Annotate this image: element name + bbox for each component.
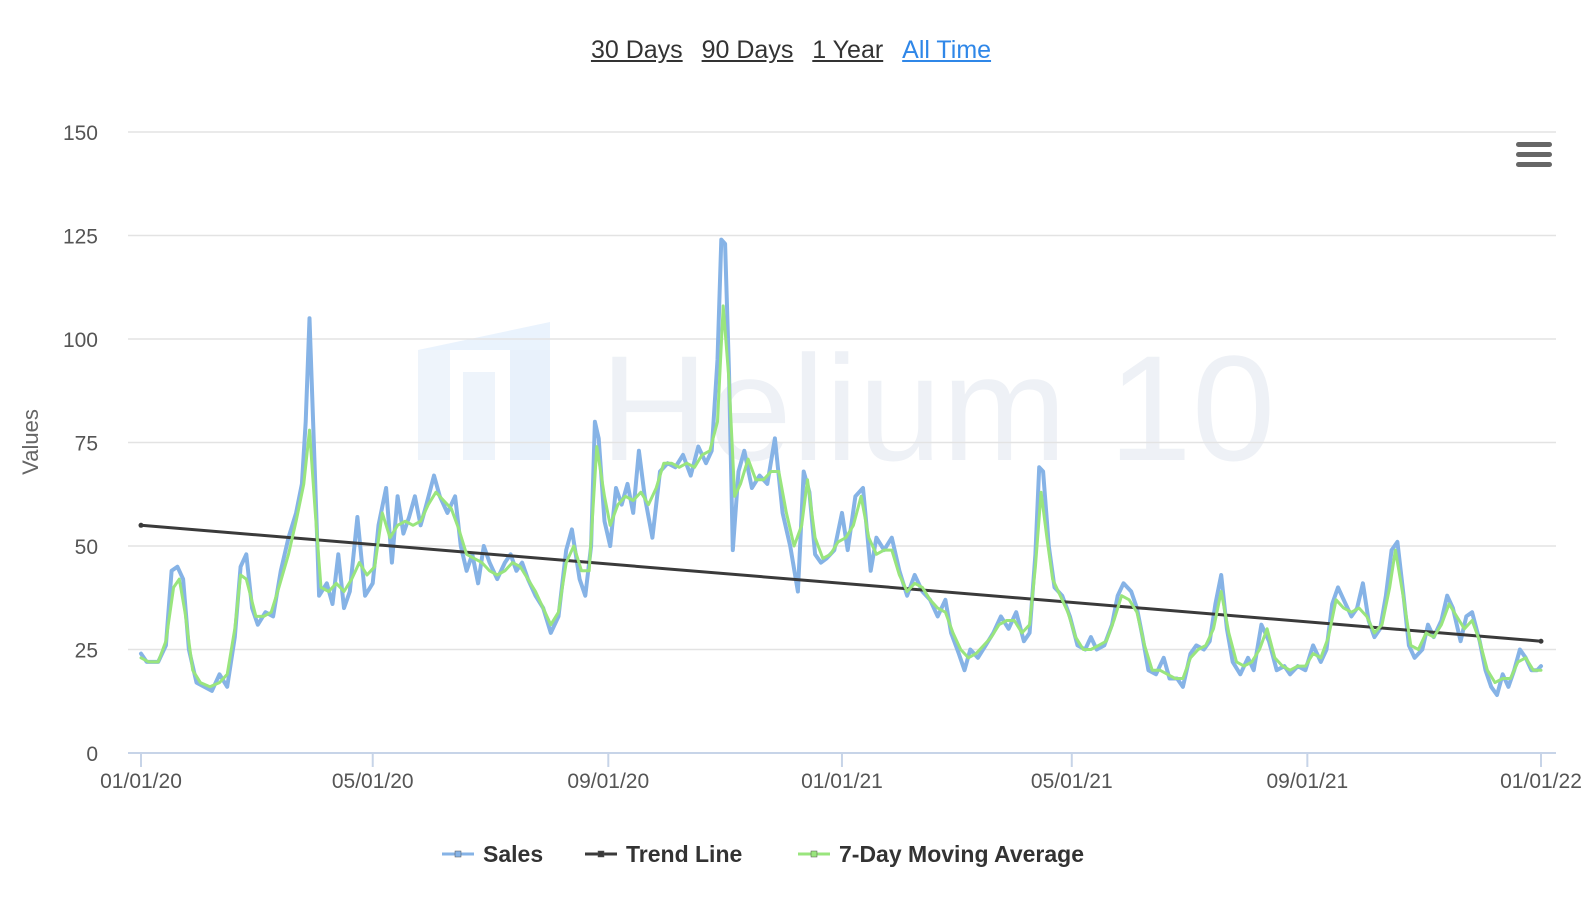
- series-layer: [138, 237, 1544, 697]
- legend-item[interactable]: Trend Line: [585, 841, 742, 867]
- x-tick-label: 05/01/21: [1031, 770, 1113, 793]
- range-90-days-button[interactable]: 90 Days: [701, 36, 794, 64]
- x-tick-label: 09/01/20: [567, 770, 649, 793]
- x-tick-label: 01/01/20: [100, 770, 182, 793]
- legend-marker: [810, 850, 818, 858]
- range-30-days-button[interactable]: 30 Days: [590, 36, 683, 64]
- y-tick-label: 125: [63, 226, 98, 249]
- x-tick-label: 01/01/22: [1500, 770, 1582, 793]
- range-1-year-button[interactable]: 1 Year: [812, 36, 884, 64]
- x-axis: 01/01/20 05/01/20 09/01/20 01/01/21 05/01/21…: [100, 752, 1582, 793]
- legend-label: 7-Day Moving Average: [839, 841, 1084, 867]
- trend-line-endpoint: [138, 522, 144, 528]
- helium10-watermark-logo: Helium 10: [418, 322, 1275, 492]
- legend-marker: [454, 850, 462, 858]
- hamburger-menu-icon[interactable]: [1516, 142, 1552, 167]
- trend-line-series-line[interactable]: [139, 523, 1543, 643]
- y-tick-label: 75: [75, 433, 98, 456]
- y-tick-label: 100: [63, 329, 98, 352]
- x-tick-label: 09/01/21: [1266, 770, 1348, 793]
- legend-label: Trend Line: [626, 841, 742, 867]
- range-all-time-button[interactable]: All Time: [902, 36, 992, 64]
- grid-lines: [128, 131, 1556, 651]
- watermark-text: Helium 10: [600, 324, 1275, 492]
- legend-item[interactable]: 7-Day Moving Average: [798, 841, 1084, 867]
- y-tick-label: 0: [86, 743, 98, 766]
- chart-legend: Sales Trend Line 7-Day Moving Average: [442, 841, 1084, 867]
- y-axis-title: Values: [18, 409, 43, 475]
- legend-item[interactable]: Sales: [442, 841, 543, 867]
- x-tick-label: 01/01/21: [801, 770, 883, 793]
- legend-marker: [597, 850, 605, 858]
- y-tick-label: 150: [63, 122, 98, 145]
- legend-label: Sales: [483, 841, 543, 867]
- x-tick-label: 05/01/20: [332, 770, 414, 793]
- trend-line-endpoint: [1538, 638, 1544, 644]
- y-tick-label: 50: [75, 536, 98, 559]
- range-selector: 30 Days 90 Days 1 Year All Time: [0, 36, 1582, 65]
- y-tick-label: 25: [75, 640, 98, 663]
- y-axis: 0 25 50 75 100 125 150: [63, 122, 98, 766]
- 7-day-moving-average-series-line[interactable]: [139, 304, 1543, 689]
